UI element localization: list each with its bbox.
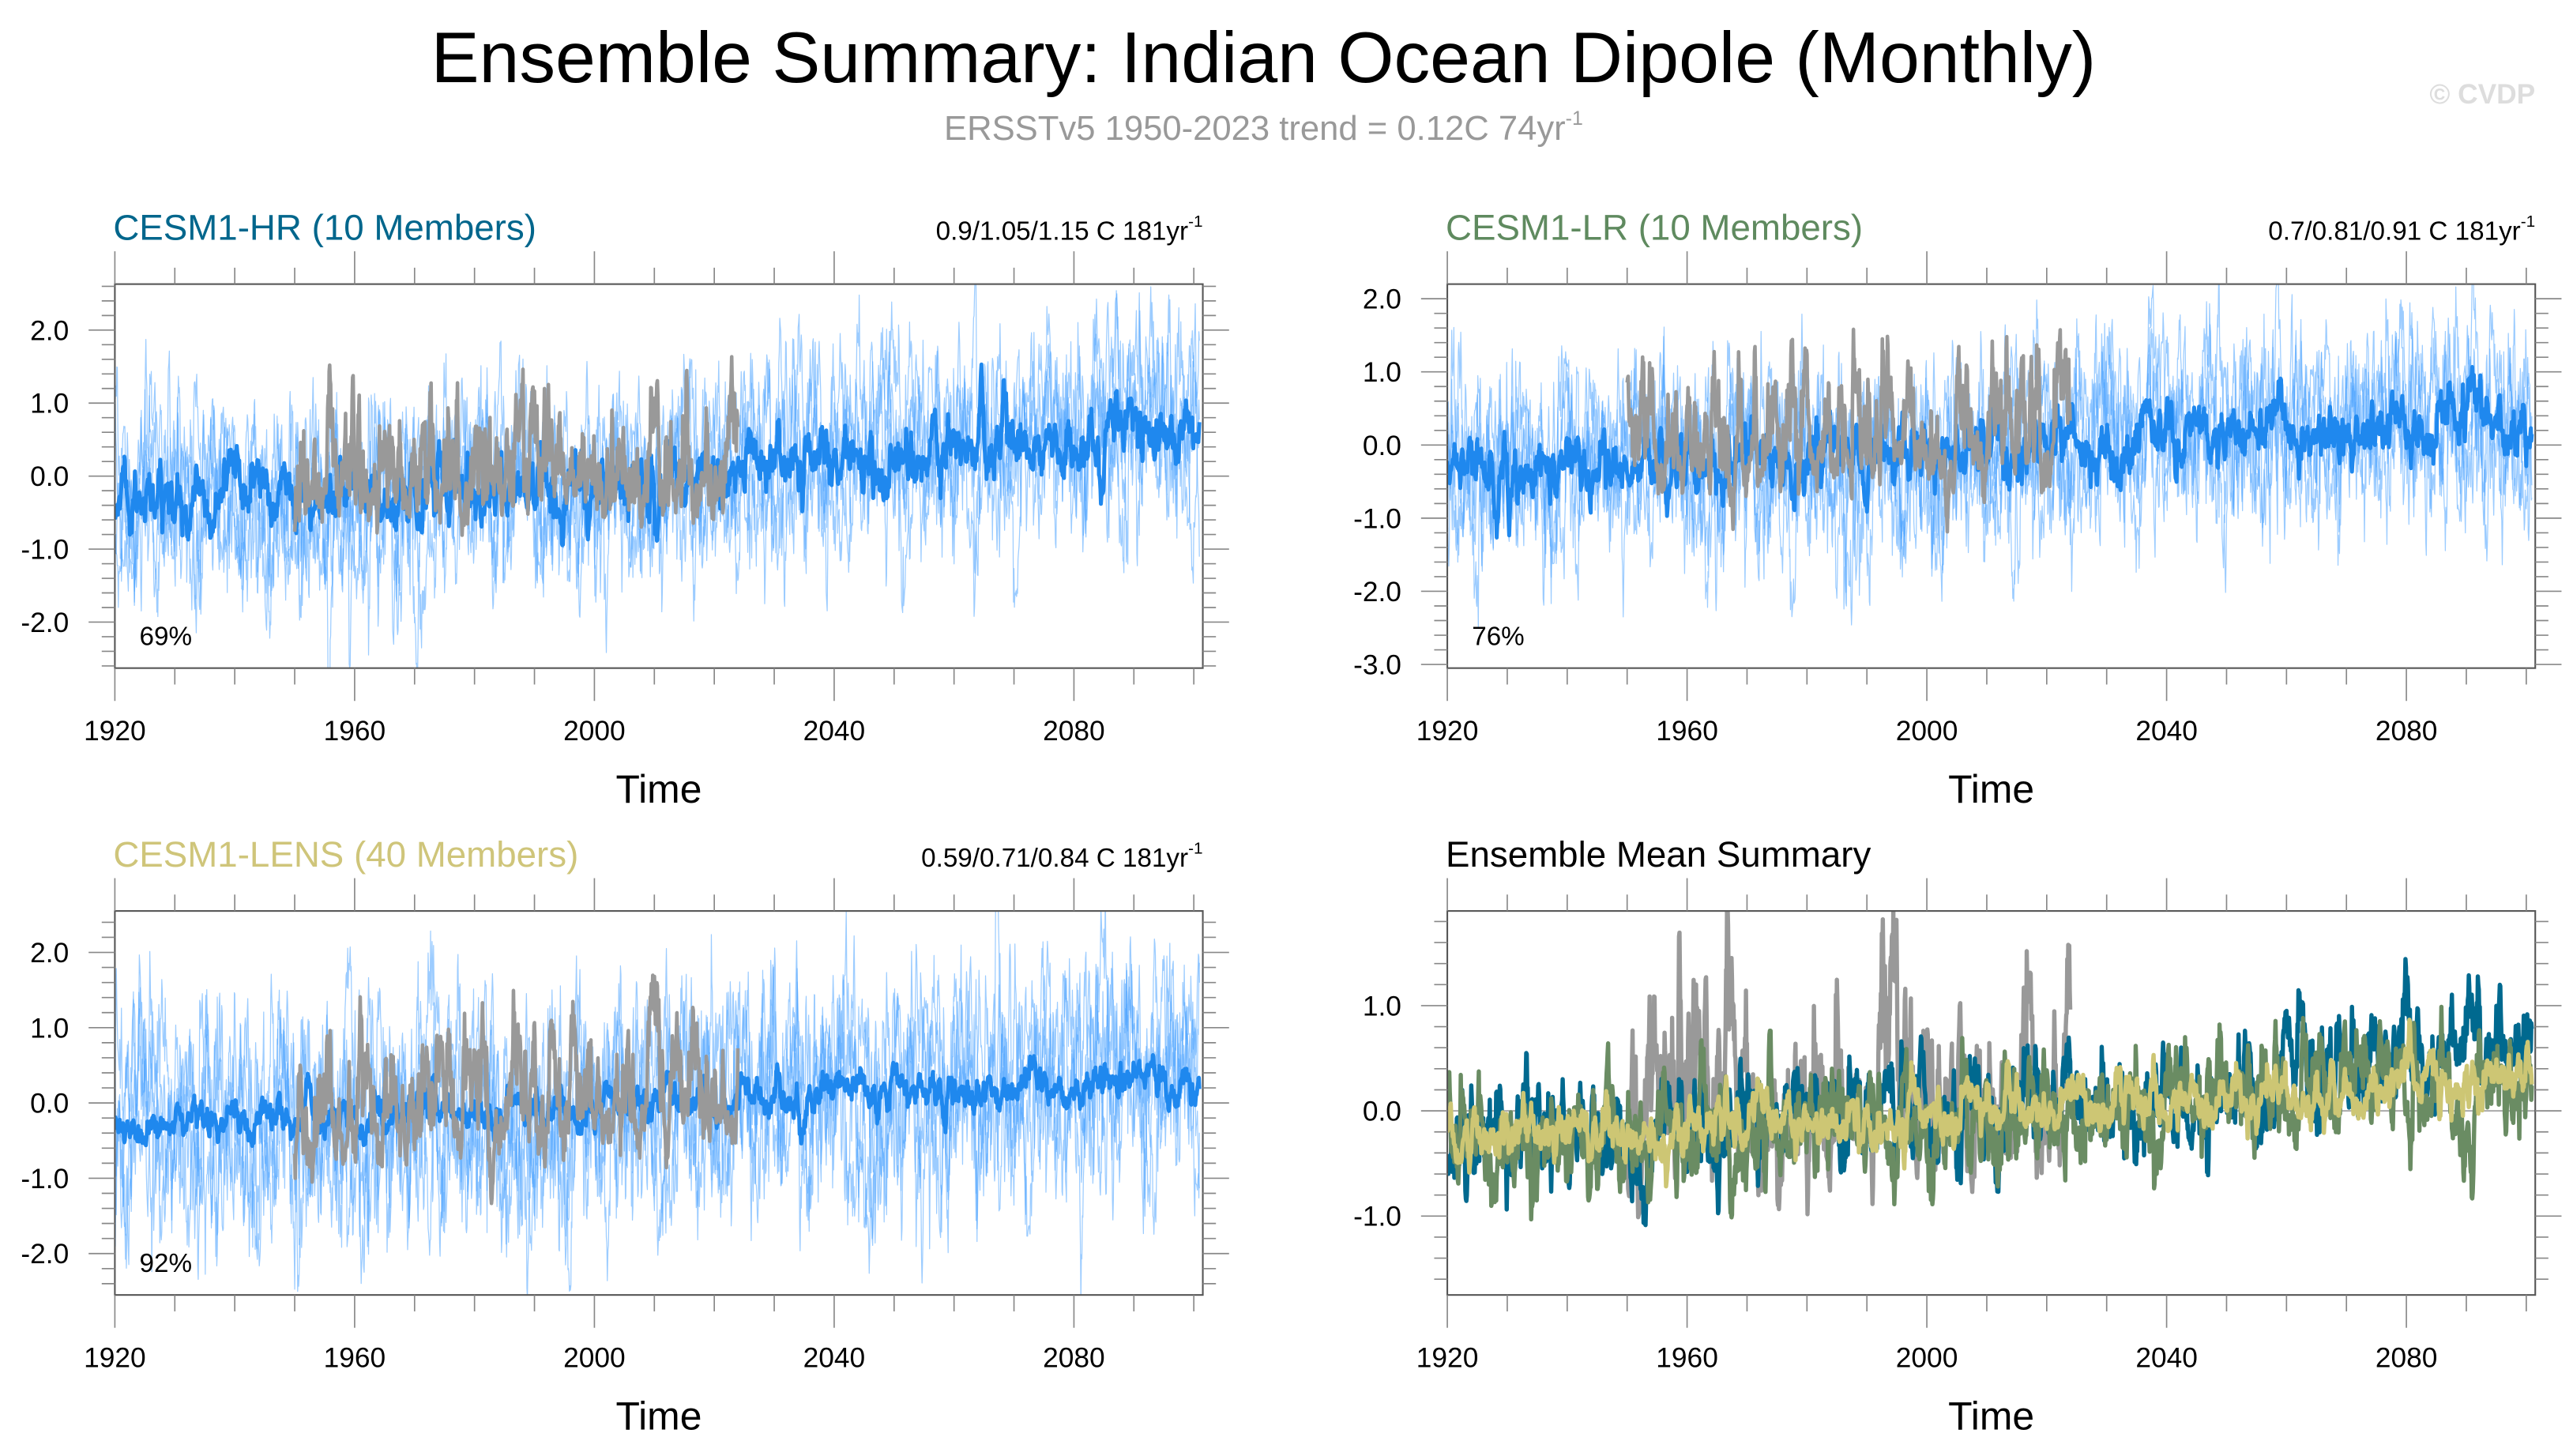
y-tick-label: 0.0 bbox=[30, 1089, 69, 1119]
panel-title: CESM1-LR (10 Members) bbox=[1446, 208, 1863, 248]
watermark: © CVDP bbox=[2429, 79, 2535, 110]
series-member-spread-4 bbox=[115, 911, 1200, 1296]
y-tick-label: -1.0 bbox=[1353, 503, 1401, 534]
series-ersstv5 bbox=[292, 355, 740, 537]
y-tick-label: 2.0 bbox=[1363, 284, 1401, 315]
x-tick-label: 2000 bbox=[1896, 1343, 1958, 1374]
stats-text: 0.7/0.81/0.91 C 181yr bbox=[2268, 217, 2521, 246]
y-tick-label: 0.0 bbox=[30, 461, 69, 492]
x-tick-label: 2000 bbox=[1896, 716, 1958, 747]
figure-title: Ensemble Summary: Indian Ocean Dipole (M… bbox=[431, 17, 2097, 98]
stats-superscript: -1 bbox=[1188, 839, 1202, 857]
x-tick-label: 2080 bbox=[2376, 716, 2438, 747]
x-tick-label: 2040 bbox=[803, 716, 866, 747]
percent-label: 92% bbox=[140, 1249, 193, 1278]
x-tick-label: 1960 bbox=[1656, 716, 1718, 747]
x-tick-label: 1920 bbox=[1416, 1343, 1479, 1374]
percent-label: 69% bbox=[140, 623, 193, 652]
y-tick-label: -2.0 bbox=[1353, 577, 1401, 608]
x-tick-label: 1920 bbox=[84, 716, 146, 747]
x-tick-label: 2040 bbox=[2135, 716, 2198, 747]
y-tick-label: -3.0 bbox=[1353, 650, 1401, 681]
y-tick-label: 1.0 bbox=[1363, 991, 1401, 1021]
panel-4: Ensemble Mean Summary 1920 1960 2000 2040 208… bbox=[1353, 834, 2562, 1438]
y-tick-label: 1.0 bbox=[1363, 357, 1401, 388]
x-tick-label: 1960 bbox=[324, 1343, 386, 1374]
y-tick-label: -1.0 bbox=[21, 535, 69, 566]
panel-2: CESM1-LR (10 Members) 0.7/0.81/0.91 C 181… bbox=[1353, 208, 2562, 811]
x-tick-label: 2000 bbox=[563, 716, 626, 747]
panel-title: CESM1-HR (10 Members) bbox=[113, 208, 536, 248]
x-tick-label: 2080 bbox=[1043, 716, 1105, 747]
series-ensemble-mean bbox=[115, 1052, 1202, 1149]
x-axis-label: Time bbox=[616, 1394, 702, 1438]
x-axis-label: Time bbox=[1948, 1394, 2034, 1438]
subtitle-superscript: -1 bbox=[1566, 107, 1583, 130]
plot-frame bbox=[1446, 283, 2537, 669]
y-tick-label: -1.0 bbox=[1353, 1202, 1401, 1232]
figure-subtitle: ERSSTv5 1950-2023 trend = 0.12C 74yr-1 bbox=[944, 107, 1583, 148]
y-tick-label: 0.0 bbox=[1363, 431, 1401, 461]
panel-stats: 0.9/1.05/1.15 C 181yr-1 bbox=[936, 213, 1203, 246]
stats-text: 0.59/0.71/0.84 C 181yr bbox=[921, 844, 1188, 873]
x-tick-label: 2080 bbox=[1043, 1343, 1105, 1374]
panel-title: CESM1-LENS (40 Members) bbox=[113, 834, 578, 875]
x-axis-label: Time bbox=[616, 767, 702, 811]
x-tick-label: 1920 bbox=[1416, 716, 1479, 747]
series-ersstv5 bbox=[292, 973, 740, 1206]
plot-area bbox=[1447, 911, 2536, 1228]
x-tick-label: 2000 bbox=[563, 1343, 626, 1374]
x-axis-label: Time bbox=[1948, 767, 2034, 811]
stats-superscript: -1 bbox=[2521, 213, 2535, 231]
x-tick-label: 1960 bbox=[324, 716, 386, 747]
plot-area bbox=[115, 911, 1202, 1296]
y-tick-label: -2.0 bbox=[21, 1239, 69, 1270]
series-cesm1-lens bbox=[1447, 1018, 2534, 1189]
y-tick-label: 2.0 bbox=[30, 938, 69, 969]
x-tick-label: 2080 bbox=[2376, 1343, 2438, 1374]
y-tick-label: -2.0 bbox=[21, 608, 69, 638]
stats-superscript: -1 bbox=[1188, 213, 1202, 231]
percent-label: 76% bbox=[1472, 623, 1525, 652]
x-tick-label: 2040 bbox=[2135, 1343, 2198, 1374]
y-tick-label: 1.0 bbox=[30, 1013, 69, 1044]
panel-title: Ensemble Mean Summary bbox=[1446, 834, 1871, 875]
plot-area bbox=[115, 284, 1202, 668]
panel-3: CESM1-LENS (40 Members) 0.59/0.71/0.84 C … bbox=[21, 834, 1229, 1438]
y-tick-label: -1.0 bbox=[21, 1164, 69, 1195]
plot-area bbox=[1447, 284, 2534, 629]
series-member-spread-4 bbox=[115, 284, 1200, 668]
subtitle-text: ERSSTv5 1950-2023 trend = 0.12C 74yr bbox=[944, 110, 1566, 148]
y-tick-label: 0.0 bbox=[1363, 1097, 1401, 1127]
y-tick-label: 2.0 bbox=[30, 315, 69, 346]
panel-stats: 0.59/0.71/0.84 C 181yr-1 bbox=[921, 839, 1202, 873]
series-ersstv5 bbox=[1625, 327, 2072, 534]
panel-stats: 0.7/0.81/0.91 C 181yr-1 bbox=[2268, 213, 2535, 246]
y-tick-label: 1.0 bbox=[30, 389, 69, 419]
plot-frame bbox=[1446, 910, 2537, 1296]
series-cesm1-lr bbox=[1447, 1004, 2534, 1222]
x-tick-label: 1920 bbox=[84, 1343, 146, 1374]
stats-text: 0.9/1.05/1.15 C 181yr bbox=[936, 217, 1188, 246]
x-tick-label: 2040 bbox=[803, 1343, 866, 1374]
x-tick-label: 1960 bbox=[1656, 1343, 1718, 1374]
panel-1: CESM1-HR (10 Members) 0.9/1.05/1.15 C 181… bbox=[21, 208, 1229, 811]
